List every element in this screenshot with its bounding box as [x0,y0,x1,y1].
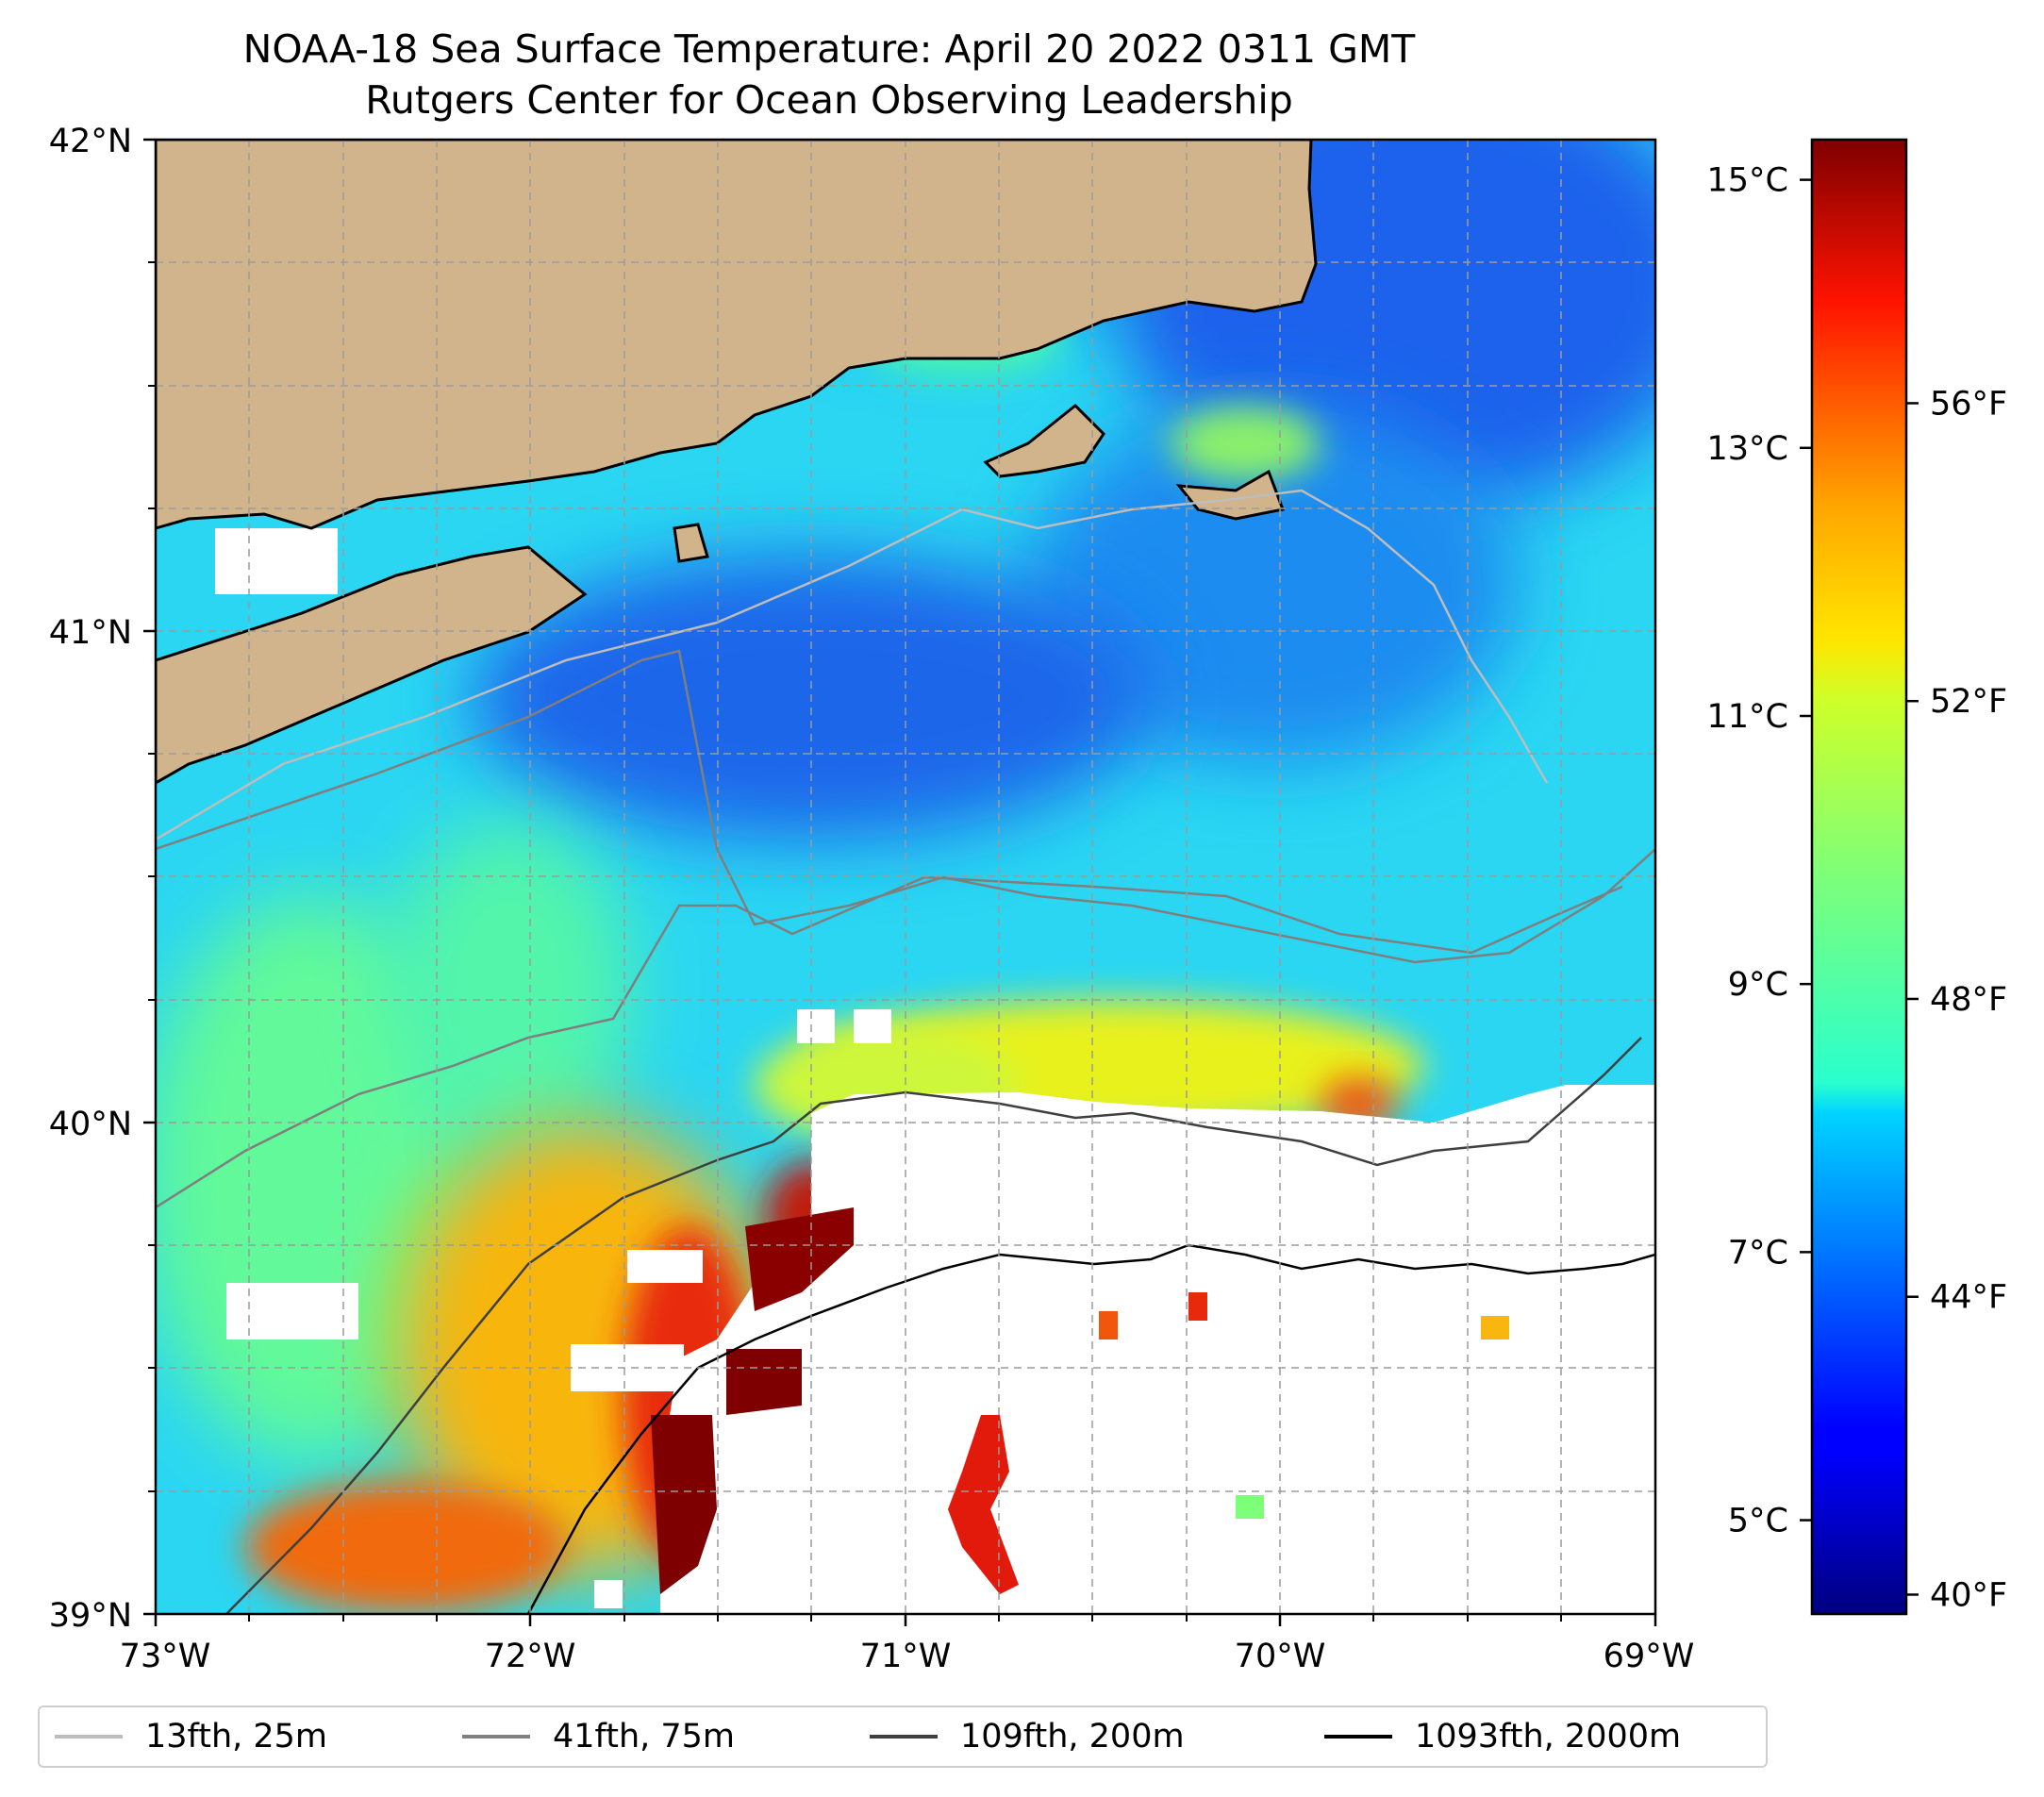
celsius-tick-label: 13°C [1707,430,1788,468]
celsius-tick-label: 9°C [1728,966,1788,1004]
legend-swatch [462,1735,530,1739]
legend-swatch [55,1735,123,1739]
warm-patches [651,1207,1509,1594]
lat-label: 40°N [49,1106,132,1143]
legend-item-75m: 41fth, 75m [462,1707,735,1766]
legend-swatch [1324,1735,1392,1739]
fahrenheit-tick-label: 48°F [1930,981,2007,1019]
lon-label: 73°W [120,1638,211,1675]
lon-label: 69°W [1604,1638,1695,1675]
gridlines [156,140,1655,1614]
colorbar: 15°C 13°C 11°C 9°C 7°C 5°C 56°F 52°F 48°… [1707,138,2007,1616]
colorbar-celsius-axis: 15°C 13°C 11°C 9°C 7°C 5°C [1707,162,1812,1540]
map-subtitle: Rutgers Center for Ocean Observing Leade… [365,77,1293,123]
legend-label: 13fth, 25m [145,1718,328,1755]
lat-label: 41°N [49,614,132,652]
lon-label: 70°W [1235,1638,1326,1675]
legend-item-200m: 109fth, 200m [870,1707,1185,1766]
legend-label: 109fth, 200m [960,1718,1185,1755]
lon-label: 72°W [485,1638,576,1675]
legend-label: 1093fth, 2000m [1415,1718,1682,1755]
fahrenheit-tick-label: 44°F [1930,1279,2007,1317]
lat-label: 42°N [49,123,132,160]
major-ticks [143,138,1657,1626]
legend-item-25m: 13fth, 25m [55,1707,327,1766]
longitude-labels: 73°W 72°W 71°W 70°W 69°W [120,1638,1695,1675]
minor-ticks [148,261,1562,1622]
fahrenheit-tick-label: 56°F [1930,385,2007,423]
lat-label: 39°N [49,1597,132,1635]
contour-legend: 13fth, 25m 41fth, 75m 109fth, 200m 1093f… [38,1705,1768,1768]
fahrenheit-tick-label: 52°F [1930,683,2007,721]
celsius-tick-label: 5°C [1728,1503,1788,1540]
legend-label: 41fth, 75m [553,1718,736,1755]
map-title: NOAA-18 Sea Surface Temperature: April 2… [242,26,1416,72]
legend-swatch [870,1735,938,1739]
fahrenheit-tick-label: 40°F [1930,1576,2007,1614]
celsius-tick-label: 11°C [1707,698,1788,736]
latitude-labels: 42°N 41°N 40°N 39°N [49,123,132,1635]
celsius-tick-label: 15°C [1707,162,1788,200]
bathymetry-contours [156,489,1655,1614]
lon-label: 71°W [860,1638,952,1675]
sst-map [156,140,1655,1614]
celsius-tick-label: 7°C [1728,1234,1788,1272]
land [156,140,1318,785]
legend-item-2000m: 1093fth, 2000m [1324,1707,1681,1766]
colorbar-fahrenheit-axis: 56°F 52°F 48°F 44°F 40°F [1906,385,2007,1614]
colorbar-gradient [1810,138,1908,1616]
